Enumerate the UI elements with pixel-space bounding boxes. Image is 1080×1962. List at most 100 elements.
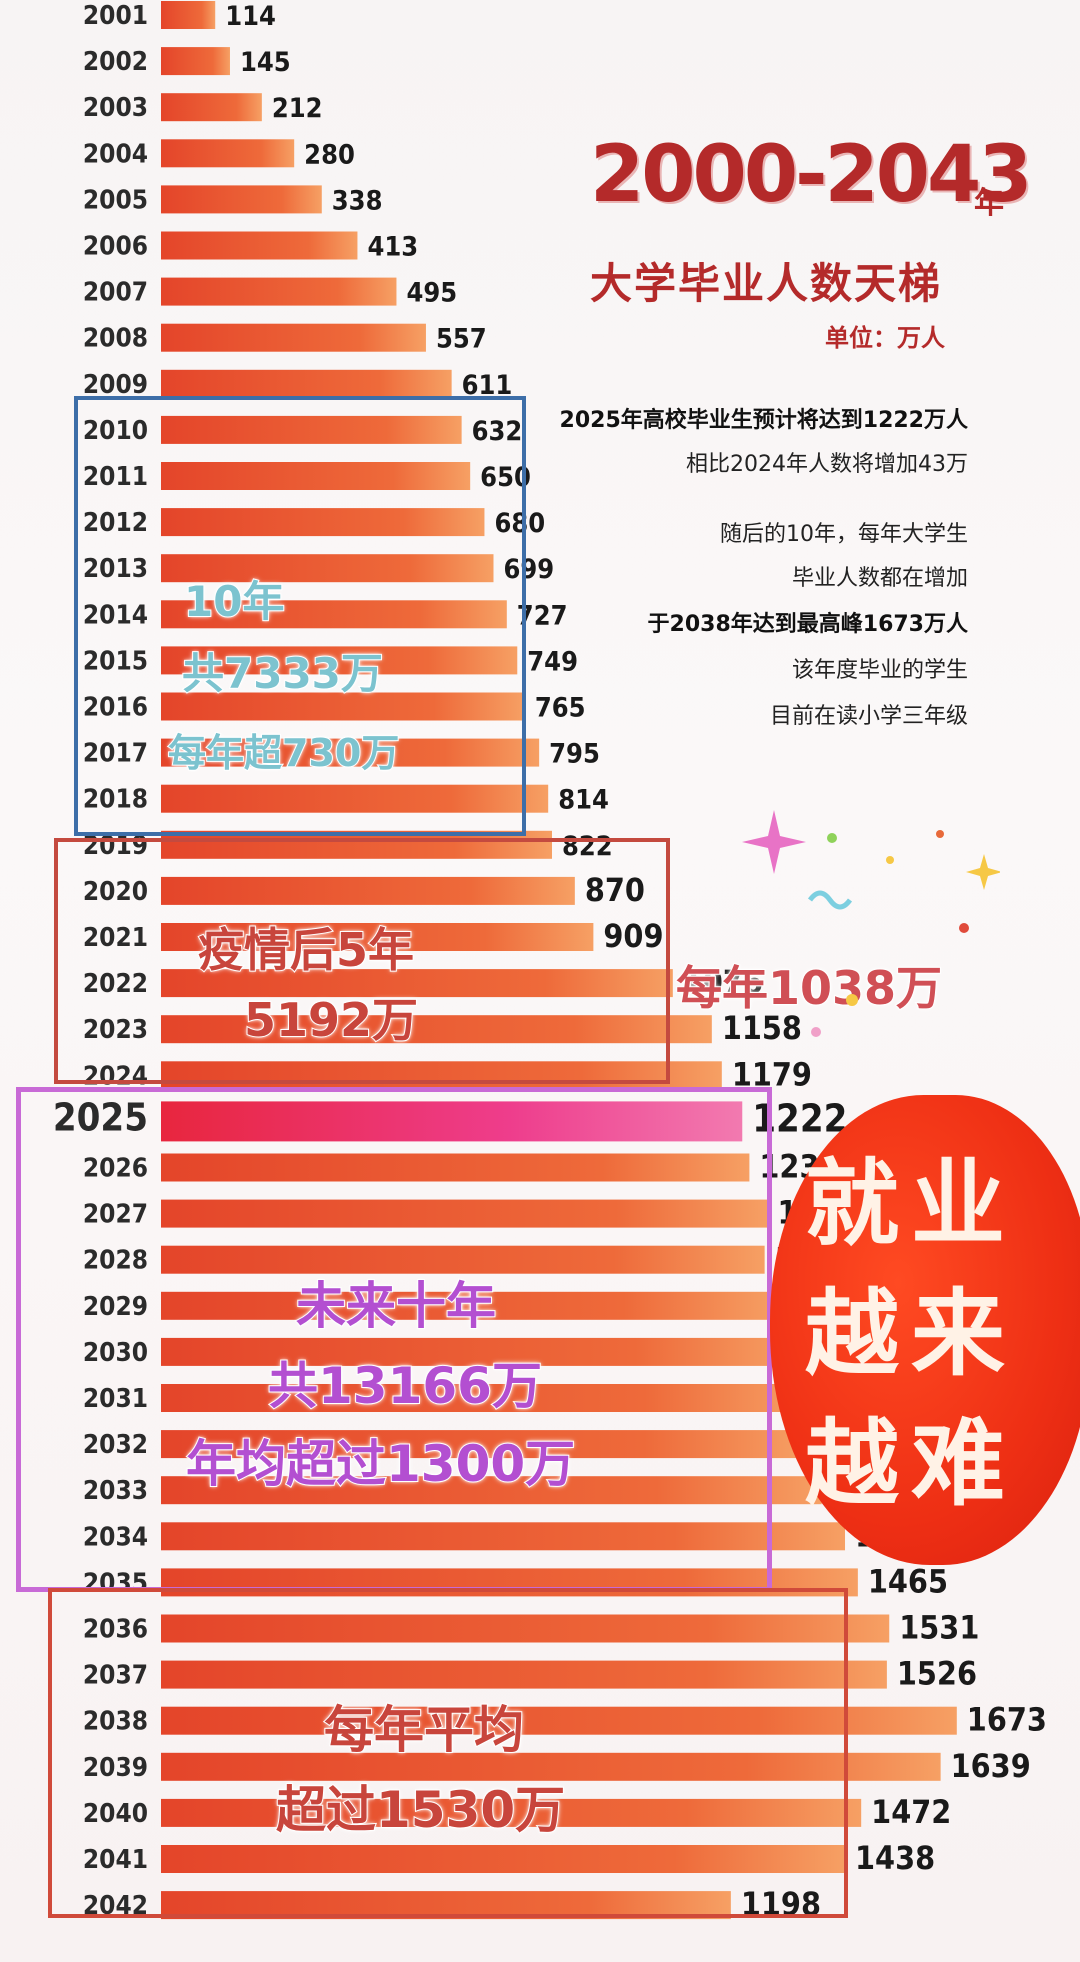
year-label-2026: 2026 — [83, 1154, 148, 1184]
year-label-2020: 2020 — [83, 877, 148, 907]
bar-2033 — [161, 1476, 822, 1505]
year-label-2022: 2022 — [83, 969, 148, 999]
bar-2015 — [161, 646, 518, 675]
slogan-text: 就业 越来 越难 — [805, 1140, 1065, 1530]
year-label-2007: 2007 — [83, 278, 148, 308]
slogan-char-1: 就 — [805, 1150, 912, 1259]
year-label-2023: 2023 — [83, 1015, 148, 1045]
bar-2032 — [161, 1430, 806, 1459]
value-label-2020: 870 — [585, 871, 645, 909]
bar-2028 — [161, 1245, 765, 1274]
note-7: 目前在读小学三年级 — [769, 704, 968, 729]
value-label-2003: 212 — [272, 93, 323, 124]
value-label-2041: 1438 — [855, 1839, 935, 1877]
value-label-2004: 280 — [304, 139, 355, 170]
bar-2040 — [161, 1798, 862, 1827]
year-label-2003: 2003 — [83, 93, 148, 123]
year-label-2002: 2002 — [83, 47, 148, 77]
annotation-2020-line1: 疫情后5年 — [197, 922, 415, 978]
bar-2007 — [161, 277, 397, 306]
value-label-2037: 1526 — [897, 1655, 977, 1693]
bar-2014 — [161, 600, 507, 629]
bar-2041 — [161, 1845, 846, 1873]
value-label-2035: 1465 — [868, 1562, 948, 1600]
value-label-2005: 338 — [332, 185, 383, 216]
bar-2003 — [161, 93, 262, 122]
bar-2016 — [161, 692, 525, 721]
bar-2026 — [161, 1153, 750, 1182]
value-label-2017: 795 — [549, 739, 600, 770]
bar-2023 — [161, 1015, 712, 1044]
year-label-2001: 2001 — [83, 1, 148, 31]
year-label-2036: 2036 — [83, 1615, 148, 1645]
value-label-2024: 1179 — [732, 1055, 812, 1093]
annotation-2010-line2: 共7333万 — [181, 648, 384, 699]
value-label-2036: 1531 — [899, 1609, 979, 1647]
bar-2011 — [161, 462, 471, 490]
note-2: 相比2024年人数将增加43万 — [686, 452, 968, 477]
bar-2027 — [161, 1199, 768, 1228]
year-label-2016: 2016 — [83, 693, 148, 723]
annotation-2020-line2: 5192万 — [243, 992, 419, 1048]
annotation-2020-side: 每年1038万 — [675, 960, 943, 1016]
year-label-2041: 2041 — [83, 1845, 148, 1875]
value-label-2012: 680 — [494, 508, 545, 539]
value-label-2007: 495 — [406, 278, 457, 309]
year-label-2012: 2012 — [83, 508, 148, 538]
unit-label: 单位：万人 — [825, 324, 945, 352]
year-label-2025: 2025 — [53, 1095, 148, 1139]
bar-2025 — [161, 1101, 743, 1142]
note-6: 该年度毕业的学生 — [791, 658, 968, 683]
year-label-2040: 2040 — [83, 1799, 148, 1829]
annotation-2025-line2: 共13166万 — [267, 1356, 543, 1416]
bar-2004 — [161, 139, 295, 168]
chart-title: 2000-2043 — [590, 130, 1033, 220]
note-5: 于2038年达到最高峰1673万人 — [647, 612, 968, 637]
bar-2013 — [161, 554, 494, 583]
bar-2024 — [161, 1061, 722, 1090]
year-label-2006: 2006 — [83, 232, 148, 262]
annotation-2035-line1: 每年平均 — [323, 1700, 525, 1760]
chart-title-suffix: 年 — [974, 186, 1004, 221]
bar-2034 — [161, 1522, 846, 1551]
slogan-char-6: 难 — [911, 1410, 1018, 1519]
year-label-2015: 2015 — [83, 646, 148, 676]
slogan-char-4: 来 — [911, 1280, 1018, 1389]
year-label-2039: 2039 — [83, 1753, 148, 1783]
bar-2006 — [161, 231, 358, 260]
year-label-2033: 2033 — [83, 1476, 148, 1506]
bar-2030 — [161, 1337, 794, 1366]
confetti-decoration — [742, 810, 1000, 1037]
year-label-2037: 2037 — [83, 1661, 148, 1691]
year-label-2004: 2004 — [83, 139, 148, 169]
year-label-2030: 2030 — [83, 1338, 148, 1368]
year-label-2024: 2024 — [83, 1061, 148, 1091]
value-label-2009: 611 — [462, 370, 513, 401]
period-box-2035 — [48, 1588, 848, 1918]
bar-2008 — [161, 323, 426, 352]
note-1: 2025年高校毕业生预计将达到1222万人 — [559, 408, 968, 433]
value-label-2019: 822 — [562, 831, 613, 862]
value-label-2038: 1673 — [967, 1701, 1047, 1739]
value-label-2008: 557 — [436, 324, 487, 355]
bar-2021 — [161, 923, 594, 951]
bar-2029 — [161, 1291, 778, 1320]
value-label-2010: 632 — [472, 416, 523, 447]
bar-2038 — [161, 1706, 957, 1735]
note-3: 随后的10年，每年大学生 — [720, 522, 968, 547]
bar-2005 — [161, 185, 322, 214]
annotation-2010-line1: 10年 — [183, 576, 285, 627]
value-label-2023: 1158 — [722, 1009, 802, 1047]
bar-2018 — [161, 784, 549, 813]
value-label-2002: 145 — [240, 47, 291, 78]
value-label-2013: 699 — [503, 554, 554, 585]
bar-2001 — [161, 1, 216, 29]
annotation-2025-line1: 未来十年 — [295, 1276, 497, 1336]
year-label-2035: 2035 — [83, 1568, 148, 1598]
year-label-2005: 2005 — [83, 185, 148, 215]
year-label-2027: 2027 — [83, 1200, 148, 1230]
year-label-2034: 2034 — [83, 1522, 148, 1552]
bar-2039 — [161, 1752, 941, 1781]
annotation-2035-line2: 超过1530万 — [275, 1780, 566, 1840]
